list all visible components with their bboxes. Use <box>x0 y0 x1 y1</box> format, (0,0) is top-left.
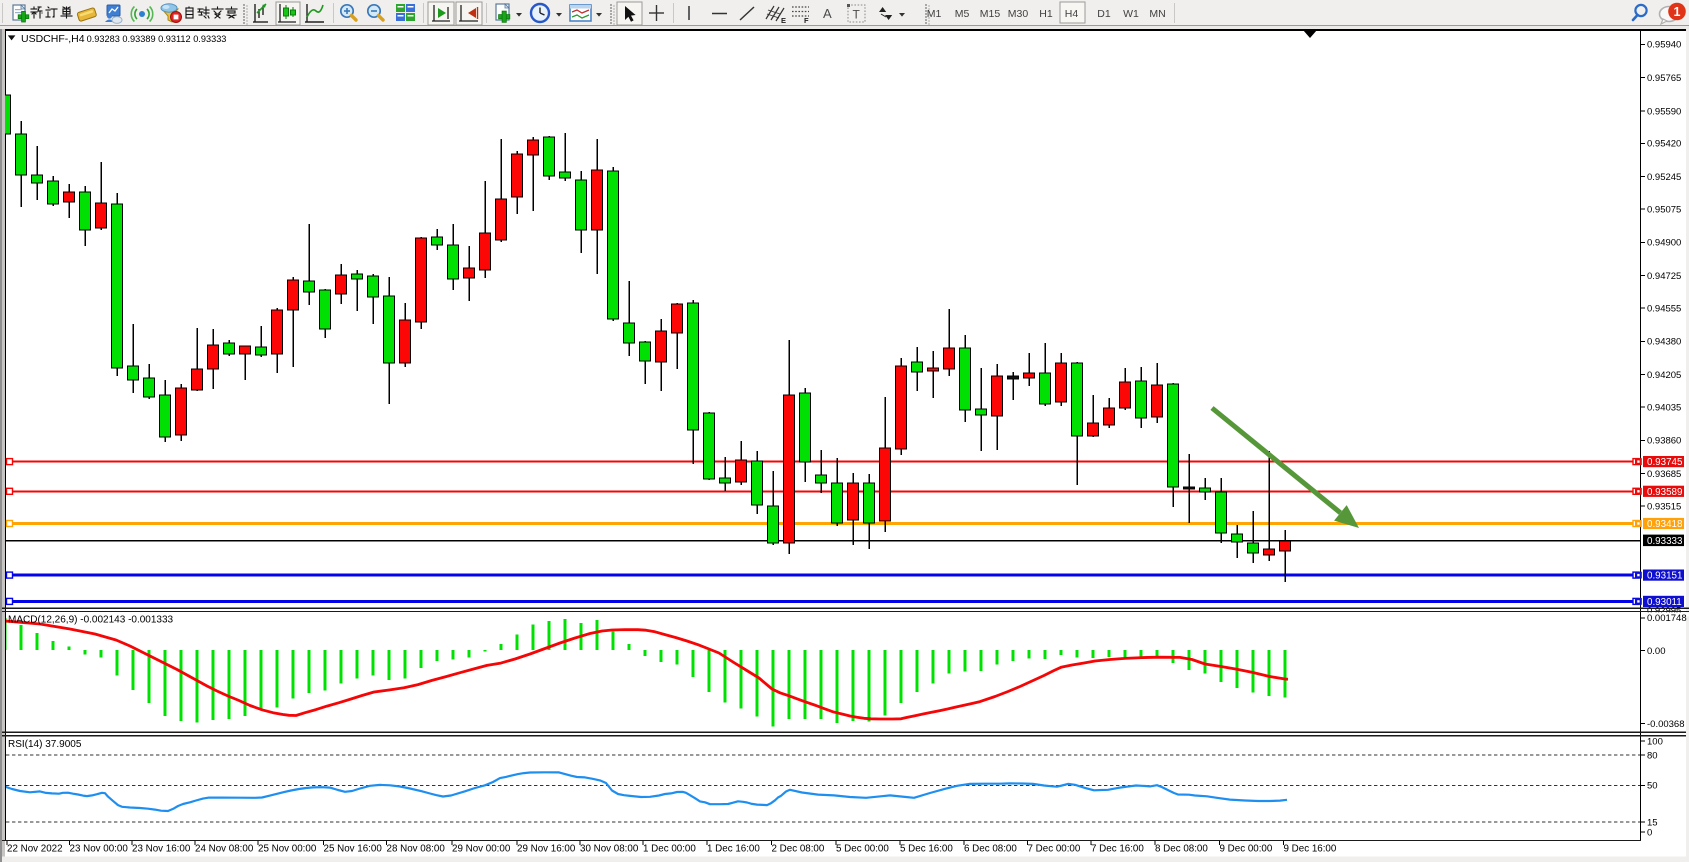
svg-text:0.00: 0.00 <box>1647 646 1666 657</box>
svg-text:0.93011: 0.93011 <box>1647 597 1682 608</box>
svg-text:23 Nov 16:00: 23 Nov 16:00 <box>132 844 191 855</box>
svg-text:0: 0 <box>1647 827 1652 838</box>
svg-text:USDCHF-,H40.93283 0.93389 0.93: USDCHF-,H4 0.93283 0.93389 0.93112 0.9333… <box>21 33 226 45</box>
svg-text:0.95245: 0.95245 <box>1647 172 1681 183</box>
svg-text:28 Nov 08:00: 28 Nov 08:00 <box>387 844 446 855</box>
svg-text:0.94725: 0.94725 <box>1647 271 1681 282</box>
svg-text:0.95590: 0.95590 <box>1647 106 1681 117</box>
svg-text:0.93418: 0.93418 <box>1647 519 1683 530</box>
svg-text:RSI(14) 37.9005: RSI(14) 37.9005 <box>8 739 82 750</box>
svg-text:1: 1 <box>1674 5 1681 19</box>
svg-text:0.94380: 0.94380 <box>1647 337 1681 348</box>
svg-text:M30: M30 <box>1008 8 1029 20</box>
svg-text:M1: M1 <box>927 8 942 20</box>
svg-text:9 Dec 16:00: 9 Dec 16:00 <box>1284 844 1337 855</box>
svg-text:0.93333: 0.93333 <box>1647 536 1683 547</box>
svg-text:22 Nov 2022: 22 Nov 2022 <box>7 844 63 855</box>
svg-text:0.95075: 0.95075 <box>1647 204 1681 215</box>
svg-text:1 Dec 16:00: 1 Dec 16:00 <box>707 844 760 855</box>
svg-text:5 Dec 16:00: 5 Dec 16:00 <box>900 844 953 855</box>
svg-text:E: E <box>781 16 786 25</box>
svg-text:A: A <box>823 6 832 21</box>
svg-text:F: F <box>804 16 809 25</box>
svg-text:W1: W1 <box>1123 8 1139 20</box>
svg-text:25 Nov 00:00: 25 Nov 00:00 <box>258 844 317 855</box>
svg-text:7 Dec 00:00: 7 Dec 00:00 <box>1028 844 1081 855</box>
svg-text:H4: H4 <box>1065 8 1079 20</box>
svg-text:29 Nov 16:00: 29 Nov 16:00 <box>517 844 576 855</box>
svg-text:M15: M15 <box>980 8 1001 20</box>
svg-text:0.95940: 0.95940 <box>1647 40 1681 51</box>
svg-text:0.93589: 0.93589 <box>1647 487 1682 498</box>
svg-text:24 Nov 08:00: 24 Nov 08:00 <box>195 844 254 855</box>
svg-text:0.93515: 0.93515 <box>1647 501 1681 512</box>
svg-text:8 Dec 08:00: 8 Dec 08:00 <box>1155 844 1208 855</box>
svg-text:23 Nov 00:00: 23 Nov 00:00 <box>70 844 129 855</box>
svg-text:0.94555: 0.94555 <box>1647 303 1681 314</box>
svg-text:5 Dec 00:00: 5 Dec 00:00 <box>836 844 889 855</box>
svg-text:7 Dec 16:00: 7 Dec 16:00 <box>1091 844 1144 855</box>
svg-text:30 Nov 08:00: 30 Nov 08:00 <box>580 844 639 855</box>
svg-text:6 Dec 08:00: 6 Dec 08:00 <box>964 844 1017 855</box>
svg-text:MACD(12,26,9) -0.002143 -0.001: MACD(12,26,9) -0.002143 -0.001333 <box>8 615 174 626</box>
svg-text:1 Dec 00:00: 1 Dec 00:00 <box>643 844 696 855</box>
svg-text:80: 80 <box>1647 751 1658 762</box>
svg-text:0.94035: 0.94035 <box>1647 402 1681 413</box>
svg-text:H1: H1 <box>1039 8 1053 20</box>
svg-text:0.93685: 0.93685 <box>1647 469 1681 480</box>
svg-text:-0.00368: -0.00368 <box>1647 719 1685 730</box>
svg-text:0.93860: 0.93860 <box>1647 436 1681 447</box>
svg-text:2 Dec 08:00: 2 Dec 08:00 <box>772 844 825 855</box>
svg-text:MN: MN <box>1149 8 1165 20</box>
svg-text:D1: D1 <box>1097 8 1111 20</box>
svg-text:25 Nov 16:00: 25 Nov 16:00 <box>324 844 383 855</box>
svg-text:0.95420: 0.95420 <box>1647 139 1681 150</box>
svg-text:100: 100 <box>1647 736 1663 747</box>
svg-text:T: T <box>853 8 861 22</box>
svg-text:M5: M5 <box>955 8 970 20</box>
svg-text:0.94205: 0.94205 <box>1647 370 1681 381</box>
svg-text:0.001748: 0.001748 <box>1647 613 1687 624</box>
svg-text:50: 50 <box>1647 781 1658 792</box>
svg-text:15: 15 <box>1647 817 1658 828</box>
svg-text:0.95765: 0.95765 <box>1647 73 1681 84</box>
svg-text:0.93151: 0.93151 <box>1647 571 1682 582</box>
svg-text:29 Nov 00:00: 29 Nov 00:00 <box>452 844 511 855</box>
svg-text:0.93745: 0.93745 <box>1647 457 1683 468</box>
svg-text:9 Dec 00:00: 9 Dec 00:00 <box>1220 844 1273 855</box>
svg-text:0.94900: 0.94900 <box>1647 238 1681 249</box>
